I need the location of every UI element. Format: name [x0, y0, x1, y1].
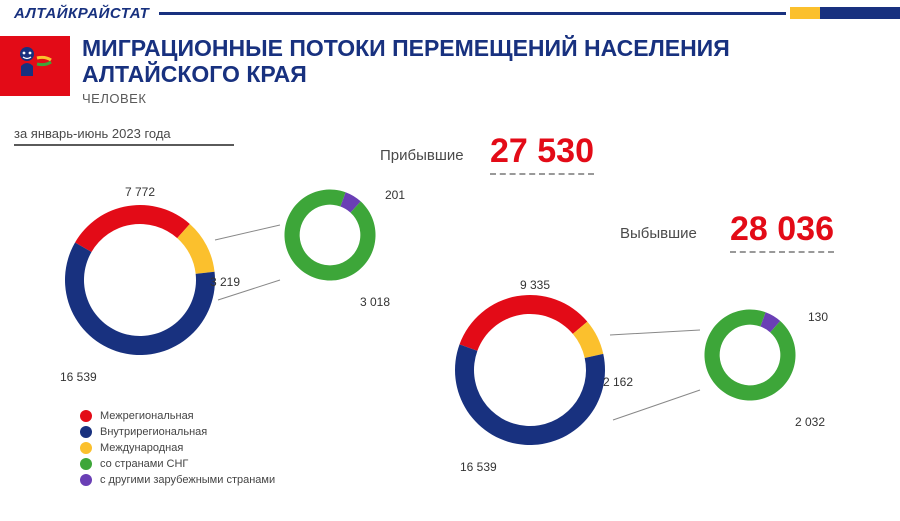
- departures-main-donut: [445, 285, 615, 455]
- brand-logo: АЛТАЙКРАЙСТАТ: [0, 5, 149, 22]
- arr-purple-val: 201: [385, 188, 405, 202]
- page-subtitle: ЧЕЛОВЕК: [82, 91, 882, 106]
- arr-red-val: 7 772: [125, 185, 155, 199]
- donut-segment: [75, 205, 190, 252]
- legend-label: Межрегиональная: [100, 410, 194, 422]
- legend-dot-red: [80, 410, 92, 422]
- legend-dot-blue: [80, 426, 92, 438]
- dep-blue-val: 16 539: [460, 460, 497, 474]
- legend-dot-yellow: [80, 442, 92, 454]
- top-divider: [159, 12, 786, 15]
- legend-dot-purple: [80, 474, 92, 486]
- dep-green-val: 2 032: [795, 415, 825, 429]
- title-block: МИГРАЦИОННЫЕ ПОТОКИ ПЕРЕМЕЩЕНИЙ НАСЕЛЕНИ…: [0, 36, 900, 106]
- arr-green-val: 3 018: [360, 295, 390, 309]
- legend: Межрегиональная Внутрирегиональная Между…: [80, 410, 275, 490]
- dep-red-val: 9 335: [520, 278, 550, 292]
- departures-total: 28 036: [730, 210, 834, 253]
- title-icon-box: [0, 36, 70, 96]
- period-underline: [14, 144, 234, 146]
- top-accent-blue: [820, 7, 900, 19]
- period-block: за январь-июнь 2023 года: [14, 126, 234, 146]
- donut-segment: [455, 344, 605, 445]
- person-migration-icon: [13, 44, 57, 88]
- dep-yellow-val: 2 162: [603, 375, 633, 389]
- arr-blue-val: 16 539: [60, 370, 97, 384]
- legend-row: Внутрирегиональная: [80, 426, 275, 438]
- arrivals-total: 27 530: [490, 132, 594, 175]
- legend-row: со странами СНГ: [80, 458, 275, 470]
- legend-row: с другими зарубежными странами: [80, 474, 275, 486]
- departures-title: Выбывшие: [620, 225, 697, 242]
- legend-row: Международная: [80, 442, 275, 454]
- legend-label: Международная: [100, 442, 183, 454]
- top-bar: АЛТАЙКРАЙСТАТ: [0, 0, 900, 26]
- legend-label: Внутрирегиональная: [100, 426, 207, 438]
- arrivals-title: Прибывшие: [380, 147, 464, 164]
- donut-segment: [704, 309, 795, 400]
- departures-connector: [595, 320, 715, 460]
- legend-label: со странами СНГ: [100, 458, 188, 470]
- top-accent-yellow: [790, 7, 820, 19]
- dep-purple-val: 130: [808, 310, 828, 324]
- legend-row: Межрегиональная: [80, 410, 275, 422]
- arr-yellow-val: 3 219: [210, 275, 240, 289]
- legend-label: с другими зарубежными странами: [100, 474, 275, 486]
- donut-segment: [460, 295, 588, 351]
- period-label: за январь-июнь 2023 года: [14, 126, 234, 141]
- page-title: МИГРАЦИОННЫЕ ПОТОКИ ПЕРЕМЕЩЕНИЙ НАСЕЛЕНИ…: [82, 36, 882, 88]
- legend-dot-green: [80, 458, 92, 470]
